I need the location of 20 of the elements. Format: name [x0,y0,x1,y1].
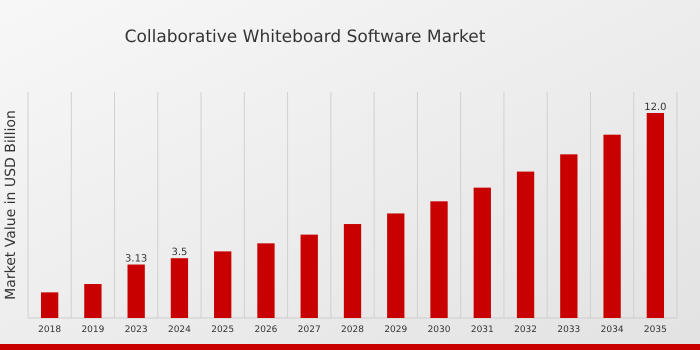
x-tick-label: 2018 [38,325,62,335]
x-tick-label: 2023 [124,325,148,335]
x-tick-label: 2029 [384,325,408,335]
x-tick-label: 2032 [514,325,538,335]
x-tick-label: 2024 [168,325,192,335]
x-tick-label: 2026 [254,325,278,335]
y-axis-title: Market Value in USD Billion [3,110,19,300]
chart-title: Collaborative Whiteboard Software Market [124,27,486,47]
x-tick-label: 2025 [211,325,234,335]
x-tick-label: 2031 [470,325,494,335]
x-tick-label: 2027 [298,325,321,335]
x-tick-label: 2034 [600,325,624,335]
x-tick-label: 2028 [341,325,364,335]
data-label: 3.13 [125,254,148,265]
x-tick-label: 2035 [644,325,667,335]
data-label: 12.0 [644,102,666,113]
data-label: 3.5 [171,247,188,258]
x-tick-label: 2030 [428,325,451,335]
x-tick-label: 2033 [557,325,580,335]
x-tick-label: 2019 [81,325,105,335]
